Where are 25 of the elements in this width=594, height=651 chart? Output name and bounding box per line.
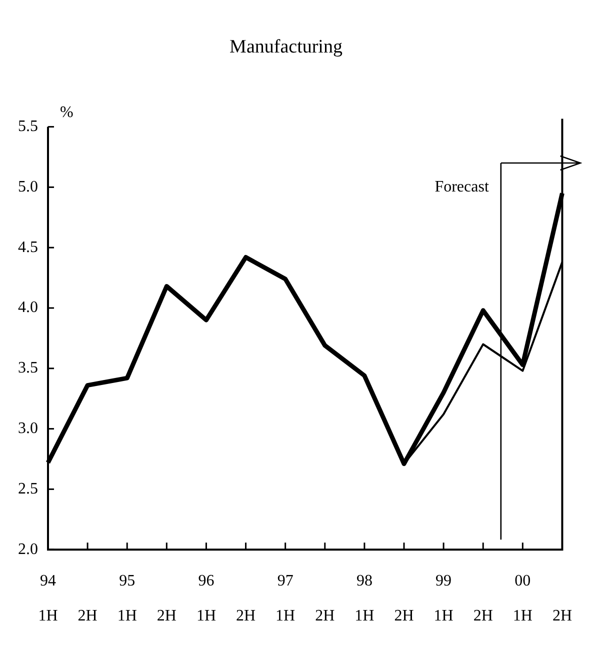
x-tick-label: 2H (473, 608, 494, 625)
y-tick-label: 3.5 (18, 360, 38, 377)
x-tick-label: 00 1H (512, 572, 533, 625)
x-tick-label: 2H (552, 608, 572, 625)
x-tick-label: 2H (315, 608, 336, 625)
annotation: Forecast (434, 178, 490, 196)
y-tick-label: 5.5 (18, 118, 38, 136)
x-tick-label: 2H (394, 608, 414, 625)
x-tick-label: 97 1H (276, 572, 296, 625)
y-tick-label: 5.0 (18, 178, 38, 196)
x-tick-label: 2H (156, 608, 177, 625)
y-tick-label: 4.5 (18, 238, 38, 256)
x-tick-label: 94 1H (38, 572, 58, 625)
x-tick-label: 96 1H (196, 572, 216, 625)
y-tick-label: 2.0 (18, 540, 38, 558)
y-axis-title: % (60, 104, 74, 122)
x-tick-label: 98 1H (354, 572, 375, 625)
y-tick-label: 4.0 (18, 299, 38, 316)
x-tick-label: 95 1H (117, 572, 138, 625)
y-tick-label: 2.5 (18, 480, 38, 498)
x-tick-label: 2H (236, 608, 256, 625)
x-tick-label: 99 1H (434, 572, 454, 625)
x-tick-label: 2H (78, 608, 98, 625)
chart-title: Manufacturing (230, 36, 343, 58)
y-tick-label: 3.0 (18, 420, 38, 438)
